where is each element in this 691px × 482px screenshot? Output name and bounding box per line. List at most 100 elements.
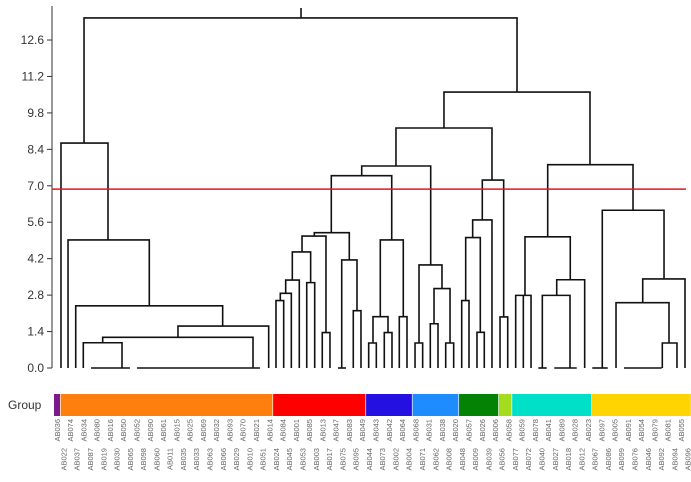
leaf-label: AB053: [298, 448, 307, 471]
dendrogram-link: [321, 331, 331, 368]
leaf-label: AB076: [630, 448, 639, 471]
leaf-label: AB050: [119, 419, 128, 442]
leaf-label: AB098: [139, 448, 148, 471]
leaf-labels: AB036 AB022 AB074 AB037 AB034 AB087 AB080 AB019…: [53, 419, 691, 471]
dendrogram-link: [524, 236, 572, 296]
leaf-label: AB027: [551, 448, 560, 471]
dendrogram-link: [74, 304, 224, 368]
leaf-label: AB008: [445, 448, 454, 471]
leaf-label: AB075: [338, 448, 347, 471]
dendrogram-link: [546, 163, 634, 237]
y-axis: 0.0 1.4 2.8 4.2 5.6 7.0 8.4 9.8 11.2 12.6: [21, 6, 53, 375]
leaf-label: AB049: [358, 419, 367, 442]
dendrogram-link: [177, 325, 270, 368]
leaf-label: AB089: [557, 419, 566, 442]
leaf-label: AB092: [657, 448, 666, 471]
dendrogram-link: [443, 91, 591, 165]
leaf-label: AB040: [538, 448, 547, 471]
dendrogram-link: [313, 231, 351, 260]
leaf-label: AB051: [259, 448, 268, 471]
leaf-label: AB077: [511, 448, 520, 471]
group-row-label: Group: [8, 398, 42, 412]
leaf-label: AB080: [93, 419, 102, 442]
leaf-label: AB002: [391, 448, 400, 471]
group-segment: [273, 394, 366, 416]
dendrogram-link: [476, 331, 486, 368]
dendrogram-link: [433, 287, 451, 344]
leaf-label: AB001: [292, 419, 301, 442]
leaf-label: AB029: [232, 448, 241, 471]
leaf-label: AB097: [597, 419, 606, 442]
group-segment: [591, 394, 691, 416]
y-tick-label: 1.4: [27, 325, 44, 339]
leaf-label: AB045: [285, 448, 294, 471]
dendrogram-link: [301, 235, 327, 333]
leaf-label: AB070: [239, 419, 248, 442]
dendrogram-link: [330, 174, 393, 240]
dendrogram-link: [395, 127, 493, 181]
leaf-label: AB033: [192, 448, 201, 471]
leaf-label: AB026: [478, 419, 487, 442]
y-tick-label: 9.8: [27, 106, 44, 120]
y-tick-label: 5.6: [27, 215, 44, 229]
leaf-label: AB046: [644, 448, 653, 471]
dendrogram-link: [60, 142, 109, 368]
leaf-label: AB068: [411, 419, 420, 442]
leaf-label: AB081: [664, 419, 673, 442]
leaf-label: AB034: [79, 419, 88, 442]
leaf-label: AB074: [66, 419, 75, 442]
leaf-label: AB064: [398, 419, 407, 442]
y-tick-label: 11.2: [22, 69, 45, 83]
dendrogram-link: [340, 259, 358, 368]
leaf-label: AB065: [126, 448, 135, 471]
group-segment: [498, 394, 512, 416]
dendrogram-link: [352, 309, 362, 368]
leaf-label: AB055: [677, 419, 686, 442]
dendrogram-link: [83, 17, 518, 144]
dendrogram-link: [601, 209, 665, 368]
group-segment: [60, 394, 273, 416]
leaf-label: AB014: [265, 419, 274, 442]
dendrogram-link: [305, 281, 316, 368]
leaf-label: AB018: [564, 448, 573, 471]
dendrogram-link: [641, 278, 686, 368]
leaf-label: AB060: [152, 448, 161, 471]
leaf-label: AB085: [305, 419, 314, 442]
leaf-label: AB003: [312, 448, 321, 471]
leaf-label: AB030: [113, 448, 122, 471]
dendrogram-link: [367, 342, 378, 368]
leaf-label: AB004: [405, 448, 414, 471]
dendrogram-link: [101, 336, 254, 368]
group-segment: [366, 394, 412, 416]
dendrogram-link: [514, 294, 532, 368]
leaf-label: AB056: [498, 448, 507, 471]
leaf-label: AB091: [624, 419, 633, 442]
leaf-label: AB032: [212, 419, 221, 442]
leaf-label: AB054: [637, 419, 646, 442]
leaf-label: AB096: [684, 448, 691, 471]
group-segment: [512, 394, 592, 416]
leaf-label: AB005: [611, 419, 620, 442]
leaf-label: AB061: [159, 419, 168, 442]
leaf-label: AB058: [504, 419, 513, 442]
dendrogram-link: [67, 239, 151, 368]
leaf-label: AB009: [471, 448, 480, 471]
dendrogram-link: [661, 342, 678, 368]
group-segment: [54, 394, 60, 416]
dendrogram-link: [444, 342, 455, 368]
dendrogram-links: [60, 8, 686, 369]
leaf-label: AB037: [73, 448, 82, 471]
leaf-label: AB071: [418, 448, 427, 471]
dendrogram-link: [82, 341, 123, 368]
leaf-label: AB084: [279, 419, 288, 442]
leaf-label: AB010: [245, 448, 254, 471]
leaf-label: AB017: [325, 448, 334, 471]
leaf-label: AB025: [186, 419, 195, 442]
dendrogram-link: [279, 292, 293, 368]
leaf-label: AB031: [425, 419, 434, 442]
group-segment: [412, 394, 459, 416]
leaf-label: AB042: [385, 419, 394, 442]
dendrogram-link: [460, 299, 470, 368]
leaf-label: AB024: [272, 448, 281, 471]
leaf-label: AB013: [318, 419, 327, 442]
